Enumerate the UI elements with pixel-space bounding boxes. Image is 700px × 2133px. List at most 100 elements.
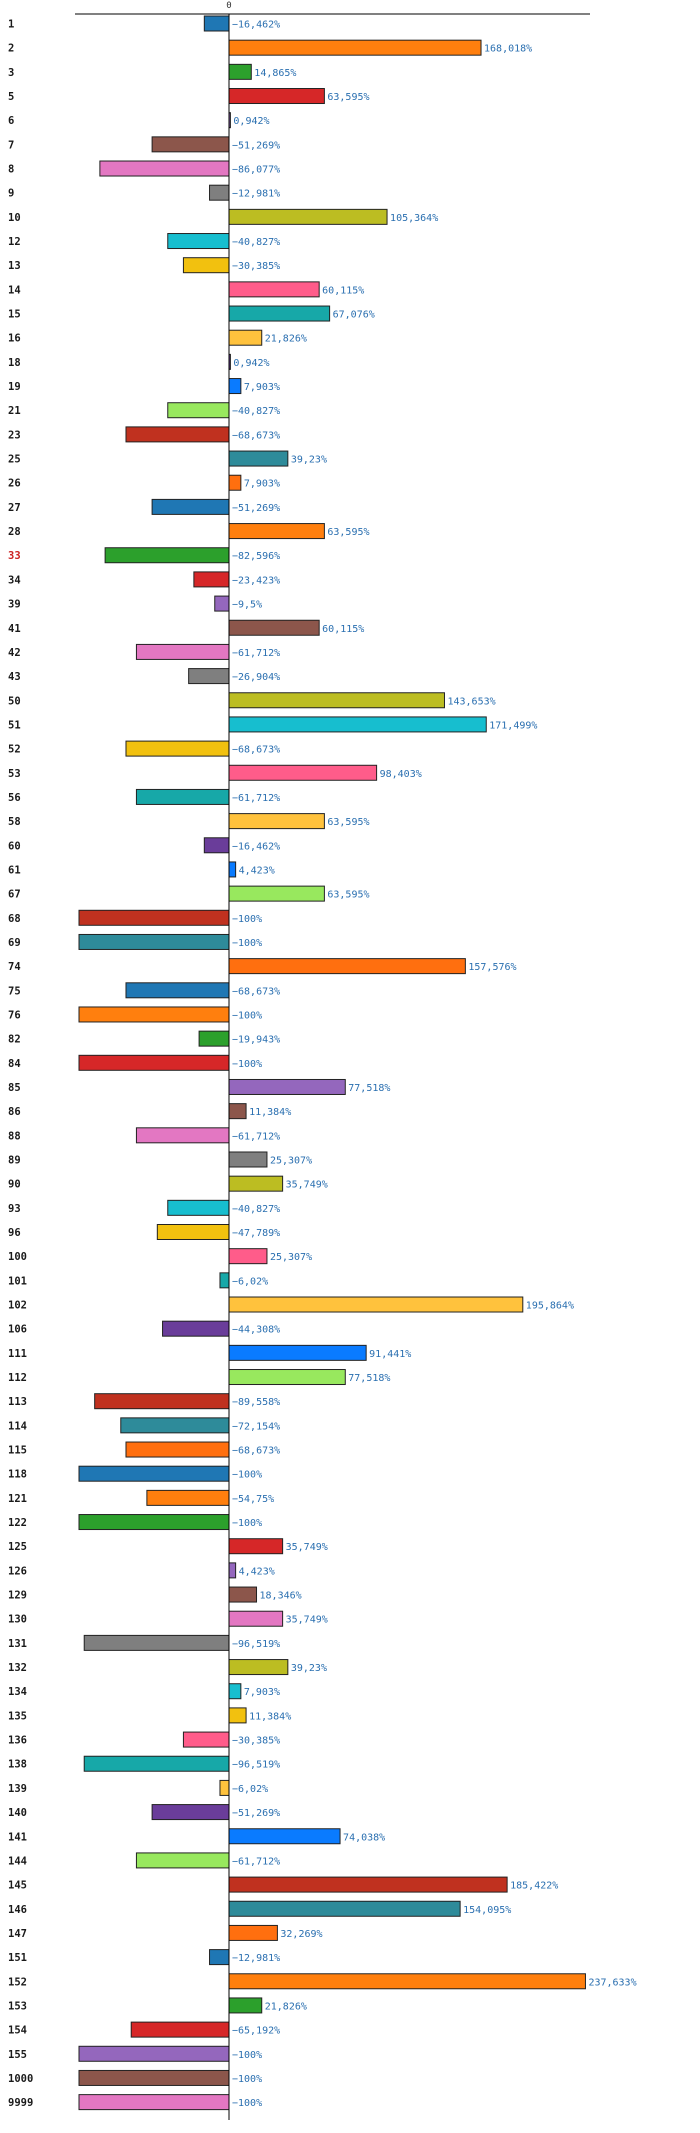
category-label: 1000 bbox=[8, 2073, 33, 2085]
category-label: 155 bbox=[8, 2049, 27, 2061]
bar-102 bbox=[228, 1296, 524, 1313]
category-label: 135 bbox=[8, 1710, 27, 1722]
category-label: 151 bbox=[8, 1952, 27, 1964]
bar-3 bbox=[228, 63, 252, 80]
category-label: 25 bbox=[8, 454, 21, 466]
value-label: −54,75% bbox=[232, 1494, 274, 1505]
category-label: 125 bbox=[8, 1541, 27, 1553]
category-label: 152 bbox=[8, 1976, 27, 1988]
category-label: 5 bbox=[8, 91, 14, 103]
category-label: 106 bbox=[8, 1324, 27, 1336]
bar-60 bbox=[203, 837, 230, 854]
value-label: 63,595% bbox=[327, 527, 369, 538]
value-label: −51,269% bbox=[232, 503, 280, 514]
bar-114 bbox=[120, 1417, 230, 1434]
bar-74 bbox=[228, 958, 466, 975]
bar-15 bbox=[228, 305, 331, 322]
value-label: 168,018% bbox=[484, 44, 532, 55]
category-label: 18 bbox=[8, 357, 21, 369]
category-label: 42 bbox=[8, 647, 21, 659]
value-label: −100% bbox=[232, 1010, 262, 1021]
value-label: 11,384% bbox=[249, 1711, 291, 1722]
category-label: 76 bbox=[8, 1009, 21, 1021]
value-label: −96,519% bbox=[232, 1639, 280, 1650]
value-label: −100% bbox=[232, 2050, 262, 2061]
category-label: 58 bbox=[8, 816, 21, 828]
value-label: 0,942% bbox=[233, 358, 269, 369]
category-label: 147 bbox=[8, 1928, 27, 1940]
bar-58 bbox=[228, 813, 325, 830]
value-label: −68,673% bbox=[232, 745, 280, 756]
category-label: 93 bbox=[8, 1203, 21, 1215]
bar-13 bbox=[182, 257, 230, 274]
value-label: 4,423% bbox=[239, 1566, 275, 1577]
value-label: −100% bbox=[232, 1470, 262, 1481]
value-label: −61,712% bbox=[232, 793, 280, 804]
bar-129 bbox=[228, 1586, 258, 1603]
category-label: 1 bbox=[8, 19, 14, 31]
category-label: 26 bbox=[8, 478, 21, 490]
value-label: −65,192% bbox=[232, 2026, 280, 2037]
bar-135 bbox=[228, 1707, 247, 1724]
bar-136 bbox=[182, 1731, 230, 1748]
value-label: −19,943% bbox=[232, 1035, 280, 1046]
value-label: 21,826% bbox=[265, 334, 307, 345]
value-label: −89,558% bbox=[232, 1397, 280, 1408]
bar-126 bbox=[228, 1562, 237, 1579]
bar-139 bbox=[219, 1779, 230, 1796]
category-label: 12 bbox=[8, 236, 21, 248]
category-label: 75 bbox=[8, 985, 21, 997]
category-label: 60 bbox=[8, 840, 21, 852]
bar-84 bbox=[78, 1054, 230, 1071]
value-label: −16,462% bbox=[232, 20, 280, 31]
value-label: 35,749% bbox=[286, 1615, 328, 1626]
value-label: −40,827% bbox=[232, 406, 280, 417]
category-label: 145 bbox=[8, 1880, 27, 1892]
category-label: 86 bbox=[8, 1106, 21, 1118]
bar-112 bbox=[228, 1369, 346, 1386]
bar-51 bbox=[228, 716, 487, 733]
bar-141 bbox=[228, 1828, 341, 1845]
value-label: −100% bbox=[232, 938, 262, 949]
category-label: 121 bbox=[8, 1493, 27, 1505]
category-label: 21 bbox=[8, 405, 21, 417]
value-label: −61,712% bbox=[232, 648, 280, 659]
bar-121 bbox=[146, 1489, 230, 1506]
category-label: 50 bbox=[8, 695, 21, 707]
value-label: −100% bbox=[232, 1518, 262, 1529]
value-label: 39,23% bbox=[291, 1663, 327, 1674]
value-label: −68,673% bbox=[232, 1446, 280, 1457]
value-label: 60,115% bbox=[322, 285, 364, 296]
bar-146 bbox=[228, 1900, 461, 1917]
value-label: 32,269% bbox=[280, 1929, 322, 1940]
bar-113 bbox=[94, 1393, 230, 1410]
category-label: 146 bbox=[8, 1904, 27, 1916]
bar-68 bbox=[78, 909, 230, 926]
value-label: −100% bbox=[232, 914, 262, 925]
category-label: 43 bbox=[8, 671, 21, 683]
bar-9999 bbox=[78, 2094, 230, 2111]
bar-90 bbox=[228, 1175, 284, 1192]
category-label: 141 bbox=[8, 1831, 27, 1843]
value-label: 21,826% bbox=[265, 2001, 307, 2012]
category-label: 28 bbox=[8, 526, 21, 538]
bar-21 bbox=[167, 402, 230, 419]
category-label: 102 bbox=[8, 1300, 27, 1312]
value-label: −100% bbox=[232, 1059, 262, 1070]
value-label: 35,749% bbox=[286, 1180, 328, 1191]
bar-19 bbox=[228, 378, 242, 395]
bar-14 bbox=[228, 281, 320, 298]
value-label: −40,827% bbox=[232, 1204, 280, 1215]
category-label: 101 bbox=[8, 1275, 27, 1287]
category-label: 136 bbox=[8, 1735, 27, 1747]
bar-43 bbox=[188, 668, 230, 685]
bar-89 bbox=[228, 1151, 268, 1168]
value-label: 143,653% bbox=[447, 696, 495, 707]
value-label: 171,499% bbox=[489, 720, 537, 731]
bar-122 bbox=[78, 1514, 230, 1531]
value-label: 14,865% bbox=[254, 68, 296, 79]
bar-61 bbox=[228, 861, 237, 878]
value-label: −23,423% bbox=[232, 575, 280, 586]
bar-34 bbox=[193, 571, 230, 588]
category-label: 3 bbox=[8, 67, 14, 79]
